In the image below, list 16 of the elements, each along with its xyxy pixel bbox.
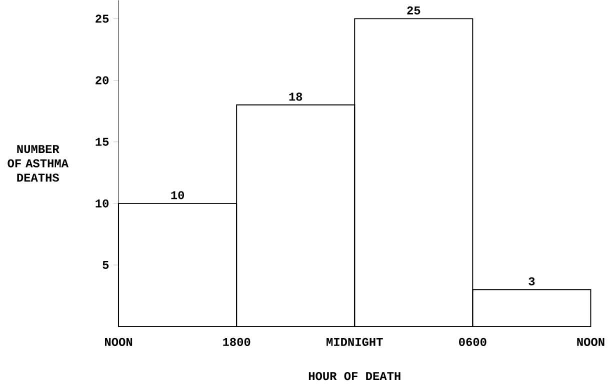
x-axis-title: HOUR OF DEATH: [308, 372, 400, 380]
text: MIDNIGHT: [326, 338, 383, 346]
y-tick-label: 10: [96, 199, 109, 208]
text: 0600: [459, 338, 486, 346]
data-label: 3: [528, 277, 535, 286]
text: NOON: [577, 338, 604, 346]
y-axis-title: NUMBER OF ASTHMA DEATHS: [8, 145, 68, 182]
y-tick-label: 25: [96, 14, 109, 23]
y-tick-label: 15: [96, 138, 109, 146]
y-tick-label: 5: [102, 260, 109, 269]
y-tick-label: 20: [96, 76, 109, 84]
data-label: 10: [171, 191, 184, 200]
text: 1800: [223, 338, 250, 346]
text: NOON: [105, 338, 132, 346]
data-label: 18: [289, 92, 302, 101]
data-label: 25: [407, 6, 420, 14]
